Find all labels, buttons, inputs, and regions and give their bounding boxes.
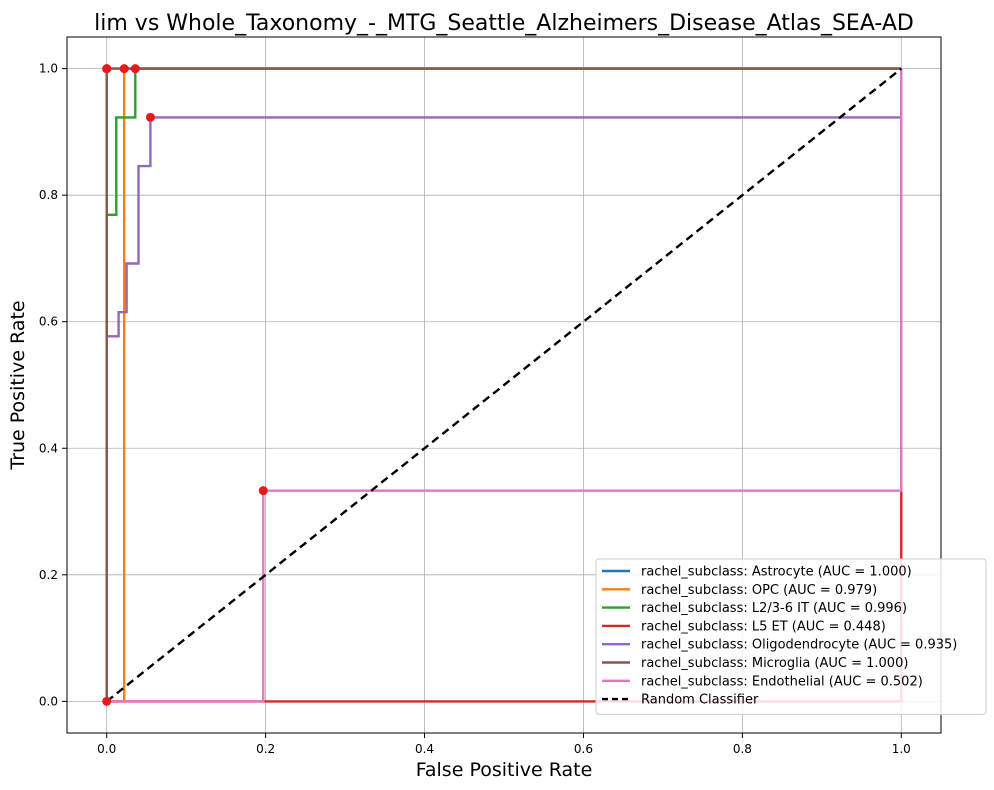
legend-label: rachel_subclass: Endothelial (AUC = 0.50… [641, 674, 923, 689]
x-tick-label: 0.2 [256, 742, 275, 756]
roc-curve-line [105, 68, 903, 702]
legend-label: rachel_subclass: L5 ET (AUC = 0.448) [641, 619, 886, 634]
x-axis-label: False Positive Rate [416, 759, 593, 781]
y-tick-label: 0.2 [39, 568, 58, 582]
y-tick-label: 0.8 [39, 188, 58, 202]
optimal-threshold-point [102, 64, 112, 74]
plot-frame [66, 36, 942, 734]
y-axis-label: True Positive Rate [7, 300, 29, 470]
legend: rachel_subclass: Astrocyte (AUC = 1.000)… [595, 558, 987, 715]
marker-layer [102, 64, 268, 706]
legend-label: rachel_subclass: OPC (AUC = 0.979) [641, 583, 877, 598]
x-tick-label: 1.0 [892, 742, 911, 756]
optimal-threshold-point [258, 486, 268, 496]
legend-label: rachel_subclass: Oligodendrocyte (AUC = … [641, 638, 957, 653]
random-classifier-line [105, 67, 903, 703]
y-axis-ticks: 0.0 0.2 0.4 0.6 0.8 1.0 [39, 62, 67, 708]
y-tick-label: 0.6 [39, 315, 58, 329]
x-tick-label: 0.8 [733, 742, 752, 756]
chart-title: lim vs Whole_Taxonomy_-_MTG_Seattle_Alzh… [94, 11, 914, 36]
x-tick-label: 0.4 [415, 742, 434, 756]
legend-label: rachel_subclass: Microglia (AUC = 1.000) [641, 656, 908, 671]
legend-label: rachel_subclass: L2/3-6 IT (AUC = 0.996) [641, 601, 907, 616]
optimal-threshold-point [102, 696, 112, 706]
x-tick-label: 0.6 [574, 742, 593, 756]
optimal-threshold-point [130, 64, 140, 74]
grid [67, 37, 941, 733]
x-tick-label: 0.0 [97, 742, 116, 756]
legend-label: rachel_subclass: Astrocyte (AUC = 1.000) [641, 565, 912, 580]
y-tick-label: 0.4 [39, 441, 58, 455]
legend-label: Random Classifier [641, 693, 759, 708]
legend-box [595, 558, 987, 715]
y-tick-label: 0.0 [39, 694, 58, 708]
optimal-threshold-point [119, 64, 129, 74]
x-axis-ticks: 0.0 0.2 0.4 0.6 0.8 1.0 [97, 733, 911, 756]
y-tick-label: 1.0 [39, 62, 58, 76]
optimal-threshold-point [145, 112, 155, 122]
